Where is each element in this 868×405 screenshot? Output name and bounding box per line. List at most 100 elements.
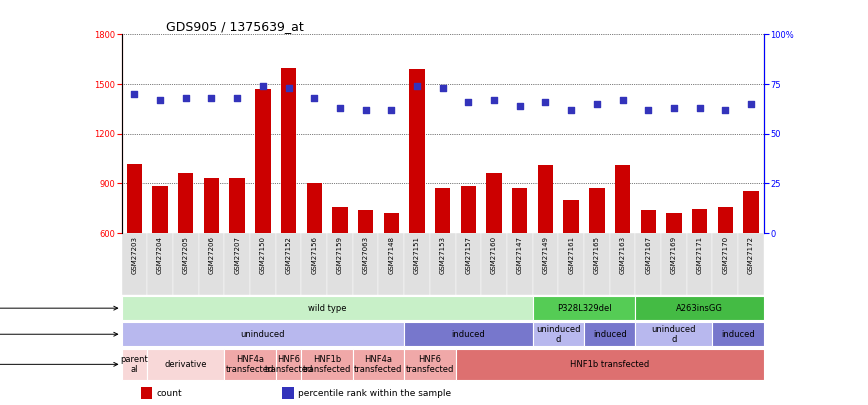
Bar (538, 165, 553, 233)
Text: induced: induced (721, 330, 755, 339)
Text: GSM27147: GSM27147 (516, 236, 523, 274)
Text: cell line: cell line (0, 359, 118, 369)
Text: count: count (157, 389, 182, 398)
Bar (224, 349, 276, 380)
Text: induced: induced (451, 330, 485, 339)
Text: uninduced: uninduced (240, 330, 285, 339)
Bar (512, 188, 528, 233)
Text: GSM27063: GSM27063 (363, 236, 369, 274)
Bar (404, 233, 430, 295)
Text: GSM27204: GSM27204 (157, 236, 163, 274)
Bar (332, 207, 347, 233)
Bar (635, 322, 713, 346)
Text: HNF6
transfected: HNF6 transfected (405, 355, 454, 374)
Bar (148, 349, 224, 380)
Bar (384, 213, 399, 233)
Bar (743, 191, 759, 233)
Bar (584, 233, 609, 295)
Bar (229, 179, 245, 233)
Bar (148, 233, 173, 295)
Bar (430, 233, 456, 295)
Point (307, 95, 321, 101)
Bar (358, 210, 373, 233)
Text: GSM27172: GSM27172 (748, 236, 754, 274)
Text: GSM27159: GSM27159 (337, 236, 343, 274)
Bar (507, 233, 533, 295)
Text: GSM27165: GSM27165 (594, 236, 600, 274)
Bar (667, 213, 681, 233)
Point (281, 85, 295, 91)
Text: HNF4a
transfected: HNF4a transfected (354, 355, 403, 374)
Text: GSM27170: GSM27170 (722, 236, 728, 274)
Text: wild type: wild type (308, 304, 346, 313)
Point (358, 107, 372, 113)
Text: uninduced
d: uninduced d (536, 324, 581, 344)
Text: A263insGG: A263insGG (676, 304, 723, 313)
Bar (352, 349, 404, 380)
Bar (224, 233, 250, 295)
Text: parent
al: parent al (121, 355, 148, 374)
Bar (718, 207, 733, 233)
Text: GSM27148: GSM27148 (388, 236, 394, 274)
Text: GSM27153: GSM27153 (440, 236, 445, 274)
Bar (173, 233, 199, 295)
Bar (738, 233, 764, 295)
Bar (141, 387, 153, 399)
Text: GSM27151: GSM27151 (414, 236, 420, 274)
Point (693, 104, 707, 111)
Bar (558, 233, 584, 295)
Point (513, 103, 527, 109)
Point (385, 107, 398, 113)
Bar (589, 188, 604, 233)
Bar (178, 173, 194, 233)
Bar (281, 68, 296, 233)
Text: GSM27161: GSM27161 (569, 236, 574, 274)
Bar (122, 349, 148, 380)
Bar (486, 173, 502, 233)
Bar (404, 322, 533, 346)
Text: GSM27157: GSM27157 (465, 236, 471, 274)
Point (744, 101, 758, 107)
Text: genotype/variation: genotype/variation (0, 303, 118, 313)
Bar (563, 200, 579, 233)
Bar (255, 89, 271, 233)
Bar (661, 233, 687, 295)
Text: P328L329del: P328L329del (556, 304, 611, 313)
Bar (533, 233, 558, 295)
Text: percentile rank within the sample: percentile rank within the sample (299, 389, 451, 398)
Bar (153, 186, 168, 233)
Bar (635, 296, 764, 320)
Bar (122, 322, 404, 346)
Text: GSM27203: GSM27203 (131, 236, 137, 274)
Text: GSM27167: GSM27167 (645, 236, 651, 274)
Point (487, 97, 501, 103)
Point (590, 101, 604, 107)
Bar (127, 164, 142, 233)
Bar (306, 183, 322, 233)
Bar (378, 233, 404, 295)
Text: GSM27207: GSM27207 (234, 236, 240, 274)
Bar (199, 233, 224, 295)
Point (333, 104, 347, 111)
Point (462, 99, 476, 105)
Bar (204, 179, 219, 233)
Bar (456, 349, 764, 380)
Bar (533, 296, 635, 320)
Point (179, 95, 193, 101)
Bar (713, 322, 764, 346)
Bar (641, 210, 656, 233)
Text: derivative: derivative (165, 360, 207, 369)
Text: HNF4a
transfected: HNF4a transfected (226, 355, 274, 374)
Text: induced: induced (593, 330, 627, 339)
Text: GSM27150: GSM27150 (260, 236, 266, 274)
Text: GSM27206: GSM27206 (208, 236, 214, 274)
Point (230, 95, 244, 101)
Text: GSM27163: GSM27163 (620, 236, 626, 274)
Point (205, 95, 219, 101)
Point (256, 83, 270, 90)
Bar (456, 233, 481, 295)
Point (564, 107, 578, 113)
Bar (282, 387, 293, 399)
Text: GSM27169: GSM27169 (671, 236, 677, 274)
Bar (276, 233, 301, 295)
